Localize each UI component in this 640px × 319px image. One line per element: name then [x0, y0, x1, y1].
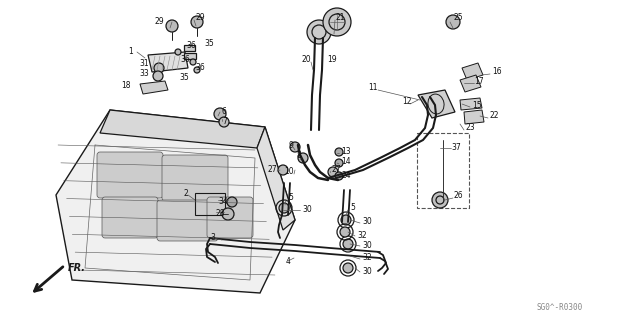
Circle shape	[335, 148, 343, 156]
Circle shape	[328, 167, 338, 177]
Polygon shape	[460, 98, 482, 110]
Text: 1: 1	[128, 48, 133, 56]
Text: 23: 23	[466, 123, 476, 132]
Text: 37: 37	[451, 144, 461, 152]
Text: 22: 22	[490, 112, 499, 121]
Circle shape	[307, 20, 331, 44]
Text: 21: 21	[335, 13, 344, 23]
Text: 30: 30	[362, 241, 372, 249]
Circle shape	[227, 197, 237, 207]
Text: 24: 24	[341, 170, 351, 180]
Polygon shape	[140, 81, 168, 94]
Bar	[184, 45, 195, 51]
Text: 36: 36	[195, 63, 205, 72]
Bar	[417, 133, 469, 208]
Text: 29: 29	[196, 13, 205, 23]
Text: 8: 8	[296, 152, 301, 160]
Circle shape	[341, 215, 351, 225]
FancyBboxPatch shape	[102, 197, 158, 238]
Circle shape	[343, 263, 353, 273]
Polygon shape	[418, 90, 455, 118]
Text: 18: 18	[122, 80, 131, 90]
Circle shape	[290, 142, 300, 152]
Text: 17: 17	[474, 78, 484, 86]
Bar	[184, 53, 196, 59]
Text: 6: 6	[222, 108, 227, 116]
Text: 7: 7	[222, 116, 227, 125]
Text: 3: 3	[210, 234, 215, 242]
Circle shape	[194, 67, 200, 73]
Text: 35: 35	[179, 73, 189, 83]
Text: 16: 16	[492, 68, 502, 77]
Text: FR.: FR.	[68, 263, 86, 273]
Circle shape	[298, 153, 308, 163]
Circle shape	[175, 49, 181, 55]
Circle shape	[219, 117, 229, 127]
Polygon shape	[460, 75, 481, 92]
Text: 27: 27	[268, 165, 277, 174]
Text: 32: 32	[362, 254, 372, 263]
Circle shape	[446, 15, 460, 29]
Text: 5: 5	[288, 194, 293, 203]
Circle shape	[166, 20, 178, 32]
Text: 25: 25	[453, 13, 463, 23]
Text: 32: 32	[357, 231, 367, 240]
Text: 15: 15	[472, 100, 482, 109]
Circle shape	[191, 16, 203, 28]
FancyBboxPatch shape	[207, 197, 253, 238]
Text: 5: 5	[350, 204, 355, 212]
Polygon shape	[257, 127, 295, 230]
Text: 9: 9	[288, 140, 293, 150]
Text: 31: 31	[140, 60, 149, 69]
Text: 36: 36	[180, 56, 189, 64]
Text: 34: 34	[218, 197, 228, 206]
Text: 12: 12	[403, 98, 412, 107]
Text: 14: 14	[341, 158, 351, 167]
Circle shape	[222, 208, 234, 220]
Text: 28: 28	[216, 210, 225, 219]
Circle shape	[154, 63, 164, 73]
Text: 4: 4	[285, 256, 290, 265]
Polygon shape	[462, 63, 483, 80]
FancyBboxPatch shape	[97, 152, 163, 198]
Text: 27: 27	[332, 165, 342, 174]
Polygon shape	[464, 110, 484, 124]
Text: 26: 26	[453, 191, 463, 201]
Text: 36: 36	[186, 41, 196, 49]
Text: 30: 30	[362, 266, 372, 276]
FancyBboxPatch shape	[162, 155, 228, 201]
Circle shape	[335, 172, 343, 180]
Circle shape	[214, 108, 226, 120]
Text: 19: 19	[327, 56, 337, 64]
Text: 35: 35	[204, 39, 214, 48]
Text: 13: 13	[341, 146, 351, 155]
Text: 33: 33	[140, 69, 149, 78]
Text: SG0^-R0300: SG0^-R0300	[537, 303, 583, 313]
Text: 29: 29	[154, 18, 164, 26]
Circle shape	[432, 192, 448, 208]
Text: 10: 10	[284, 167, 294, 176]
FancyBboxPatch shape	[157, 200, 218, 241]
Circle shape	[335, 159, 343, 167]
Text: 30: 30	[362, 218, 372, 226]
Circle shape	[279, 203, 289, 213]
Circle shape	[153, 71, 163, 81]
Circle shape	[190, 59, 196, 65]
Circle shape	[340, 227, 350, 237]
Circle shape	[278, 165, 288, 175]
Circle shape	[343, 239, 353, 249]
Polygon shape	[100, 110, 265, 148]
Text: 11: 11	[369, 84, 378, 93]
Polygon shape	[148, 52, 188, 72]
Text: 2: 2	[183, 189, 188, 197]
Text: 30: 30	[302, 204, 312, 213]
Bar	[195, 193, 225, 215]
Circle shape	[323, 8, 351, 36]
Polygon shape	[56, 110, 295, 293]
Text: 20: 20	[301, 56, 311, 64]
